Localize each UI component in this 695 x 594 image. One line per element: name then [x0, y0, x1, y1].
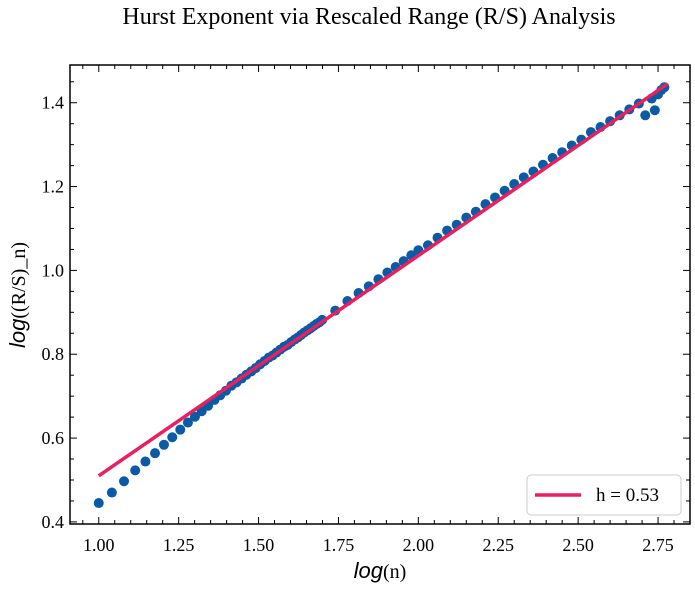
plot-area — [93, 82, 670, 509]
data-point — [93, 498, 104, 509]
data-point — [106, 487, 117, 498]
y-tick-label: 1.4 — [42, 93, 65, 113]
y-axis-label-rest: ((R/S)_n) — [8, 242, 30, 319]
x-tick-label: 1.00 — [83, 535, 115, 555]
x-tick-label: 2.00 — [403, 535, 435, 555]
y-tick-label: 1.2 — [42, 177, 65, 197]
data-point — [640, 110, 651, 121]
y-tick-label: 0.4 — [42, 512, 65, 532]
x-tick-label: 2.50 — [562, 535, 594, 555]
y-tick-label: 1.0 — [42, 260, 65, 280]
x-axis-label-rest: (n) — [383, 561, 406, 583]
data-point — [150, 448, 161, 459]
y-axis-label-italic: log — [5, 318, 30, 348]
data-point — [130, 465, 141, 476]
data-point — [182, 417, 193, 428]
data-point — [189, 411, 200, 422]
data-point — [119, 476, 130, 487]
legend-box — [526, 474, 682, 516]
x-axis-label: log(n) — [354, 558, 407, 583]
plot-frame — [69, 64, 691, 525]
x-tick-label: 1.25 — [163, 535, 195, 555]
x-tick-label: 2.25 — [482, 535, 514, 555]
data-point — [175, 424, 186, 435]
x-axis-label-italic: log — [354, 558, 384, 583]
data-point — [140, 456, 151, 467]
chart-title: Hurst Exponent via Rescaled Range (R/S) … — [122, 4, 615, 30]
legend-entry-label: h = 0.53 — [596, 485, 659, 506]
x-tick-label: 2.75 — [642, 535, 674, 555]
y-axis-label: log((R/S)_n) — [5, 242, 30, 348]
fit-line — [97, 82, 669, 478]
x-tick-label: 1.50 — [243, 535, 275, 555]
y-tick-label: 0.8 — [42, 344, 65, 364]
data-point — [158, 439, 169, 450]
axis-ticks: 1.00 1.25 1.50 1.75 2.00 2.25 2.50 2.75 0.4 0.6 0.… — [42, 65, 691, 555]
legend: h = 0.53 — [526, 474, 682, 516]
x-tick-label: 1.75 — [323, 535, 355, 555]
data-point — [649, 105, 660, 116]
data-point — [167, 432, 178, 443]
y-tick-label: 0.6 — [42, 428, 65, 448]
